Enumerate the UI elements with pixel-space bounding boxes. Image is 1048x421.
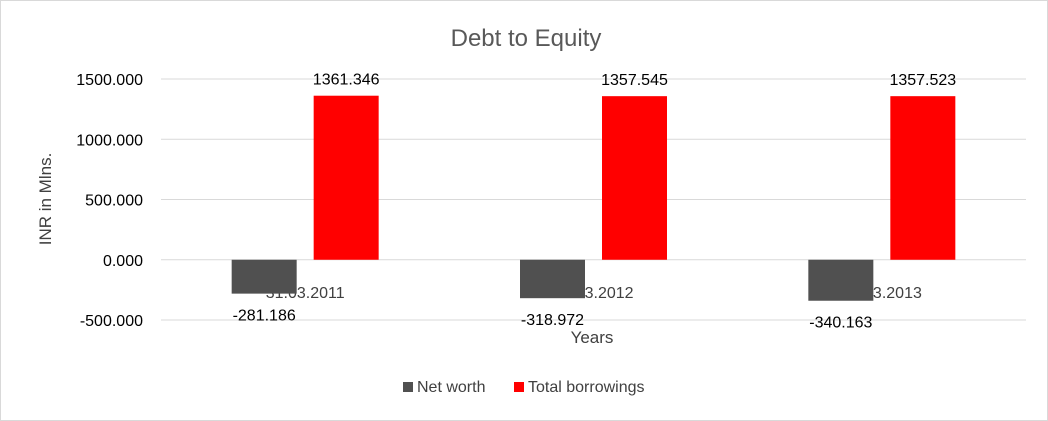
bars xyxy=(231,95,956,301)
bar-net-worth xyxy=(808,259,874,301)
legend-swatch xyxy=(514,382,524,392)
bar-total-borrowings xyxy=(602,96,667,260)
y-tick-label: 1000.000 xyxy=(76,132,143,149)
data-label: 1361.346 xyxy=(313,72,380,89)
gridlines xyxy=(161,78,1026,321)
y-tick-label: 1500.000 xyxy=(76,72,143,89)
data-label: -281.186 xyxy=(233,308,296,325)
legend-label: Net worth xyxy=(417,379,485,396)
data-labels: -281.186 1361.346 -318.972 1357.545 -340.163… xyxy=(233,72,957,332)
bar-net-worth xyxy=(520,259,585,299)
bar-total-borrowings xyxy=(890,96,956,260)
data-label: -340.163 xyxy=(809,315,872,332)
x-axis-title: Years xyxy=(571,328,614,347)
data-label: 1357.523 xyxy=(889,72,956,89)
bar-total-borrowings xyxy=(313,95,379,260)
y-axis-ticks: -500.000 0.000 500.000 1000.000 1500.000 xyxy=(76,72,143,330)
y-tick-label: 500.000 xyxy=(85,193,143,210)
data-label: -318.972 xyxy=(521,312,584,329)
y-axis-title: INR in Mlns. xyxy=(36,153,55,246)
data-label: 1357.545 xyxy=(601,72,668,89)
legend-swatch xyxy=(403,382,413,392)
bar-net-worth xyxy=(231,259,297,294)
legend: Net worth Total borrowings xyxy=(403,379,645,396)
y-tick-label: -500.000 xyxy=(80,313,143,330)
legend-label: Total borrowings xyxy=(528,379,645,396)
chart-title: Debt to Equity xyxy=(451,25,602,52)
y-tick-label: 0.000 xyxy=(103,253,143,270)
